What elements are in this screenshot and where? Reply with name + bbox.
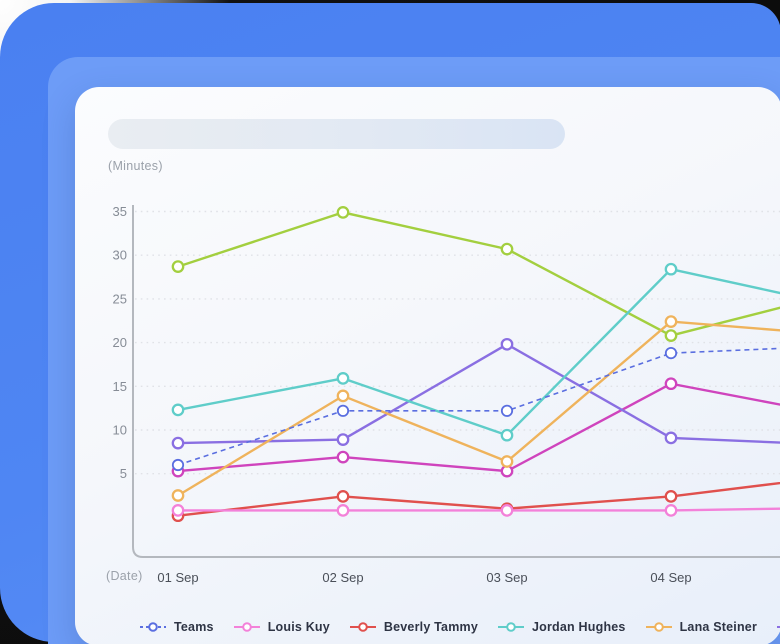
axis-line xyxy=(132,205,780,558)
data-point-1-0[interactable] xyxy=(171,504,185,517)
data-point-4-2[interactable] xyxy=(500,455,514,468)
data-point-3-0[interactable] xyxy=(171,403,185,417)
data-point-3-2[interactable] xyxy=(500,428,514,442)
x-tick-label: 01 Sep xyxy=(157,570,198,585)
data-point-1-1[interactable] xyxy=(336,504,350,517)
y-tick-label: 25 xyxy=(113,291,127,306)
legend-item-beverly-tammy[interactable]: Beverly Tammy xyxy=(349,620,478,634)
data-point-5-3[interactable] xyxy=(664,431,678,445)
data-point-3-1[interactable] xyxy=(336,372,350,385)
skeleton-loading-bar xyxy=(108,119,565,149)
y-tick-label: 5 xyxy=(120,466,127,481)
series-line-teams xyxy=(177,347,780,466)
y-tick-label: 10 xyxy=(113,423,127,438)
data-point-4-3[interactable] xyxy=(664,315,678,328)
data-point-2-3[interactable] xyxy=(664,490,678,503)
data-point-6-1[interactable] xyxy=(336,450,350,464)
legend-label: Beverly Tammy xyxy=(383,620,478,634)
x-tick-label: 03 Sep xyxy=(486,570,527,585)
legend-label: Jordan Hughes xyxy=(532,620,626,634)
y-axis-unit-label: (Minutes) xyxy=(108,159,163,173)
chart-legend: Teams Louis Kuy Beverly Tammy Jordan Hughes… xyxy=(140,615,780,639)
y-tick-label: 35 xyxy=(113,204,127,219)
x-tick-label: 04 Sep xyxy=(650,570,691,585)
data-point-7-2[interactable] xyxy=(500,242,514,256)
legend-label: Louis Kuy xyxy=(267,620,330,634)
series-line-unlabeled-6 xyxy=(177,382,780,473)
x-tick-label: 02 Sep xyxy=(322,570,363,585)
data-point-0-1[interactable] xyxy=(336,404,350,417)
legend-label: Teams xyxy=(174,620,214,634)
data-point-5-2[interactable] xyxy=(500,337,514,351)
legend-item-teams[interactable]: Teams xyxy=(140,620,214,634)
data-point-1-2[interactable] xyxy=(500,504,514,517)
data-point-5-1[interactable] xyxy=(336,433,350,446)
data-point-4-0[interactable] xyxy=(171,489,185,502)
data-point-6-3[interactable] xyxy=(664,377,678,391)
data-point-0-3[interactable] xyxy=(664,346,678,360)
data-point-7-3[interactable] xyxy=(664,329,678,342)
data-point-3-3[interactable] xyxy=(664,262,678,276)
y-tick-label: 20 xyxy=(113,335,127,350)
data-point-0-0[interactable] xyxy=(171,458,185,472)
x-axis-unit-label: (Date) xyxy=(106,569,143,583)
legend-item-louis-kuy[interactable]: Louis Kuy xyxy=(233,620,330,634)
legend-item-lana-steiner[interactable]: Lana Steiner xyxy=(645,620,758,634)
legend-label: Lana Steiner xyxy=(679,620,758,634)
legend-marker-icon xyxy=(498,622,524,632)
data-point-1-3[interactable] xyxy=(664,504,678,517)
dashboard-card: (Minutes) (Date) xyxy=(75,87,780,644)
series-line-louis-kuy xyxy=(178,507,780,512)
series-line-unlabeled-5 xyxy=(177,342,780,445)
data-point-0-2[interactable] xyxy=(500,404,514,417)
data-point-7-0[interactable] xyxy=(171,260,185,273)
y-tick-label: 30 xyxy=(113,248,127,263)
legend-marker-icon xyxy=(645,622,672,632)
data-point-7-1[interactable] xyxy=(336,206,350,219)
legend-marker-icon xyxy=(233,622,260,632)
legend-marker-icon xyxy=(140,622,166,632)
legend-marker-icon xyxy=(349,622,376,632)
data-point-5-0[interactable] xyxy=(171,436,185,450)
y-tick-label: 15 xyxy=(113,379,127,394)
legend-item-jordan-hughes[interactable]: Jordan Hughes xyxy=(498,620,626,634)
data-point-4-1[interactable] xyxy=(336,389,350,403)
data-point-2-1[interactable] xyxy=(336,490,350,503)
